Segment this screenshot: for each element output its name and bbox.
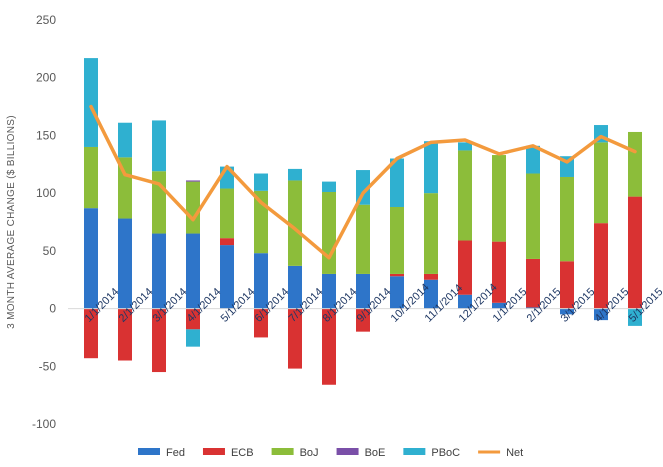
bar-ecb xyxy=(288,308,302,369)
bar-boj xyxy=(186,181,200,234)
bar-fed xyxy=(288,265,302,309)
bar-fed xyxy=(152,233,166,309)
bar-fed xyxy=(356,273,370,309)
bar-boj xyxy=(356,204,370,274)
bar-fed xyxy=(186,233,200,309)
legend-swatch-boj xyxy=(271,448,294,455)
legend: Fed ECB BoJ BoE PBoC Net xyxy=(138,447,523,459)
bar-fed xyxy=(220,245,234,309)
bar-boj xyxy=(458,150,472,241)
y-tick-label: 250 xyxy=(36,13,56,27)
bar-pboc xyxy=(254,173,268,191)
bar-ecb xyxy=(628,196,642,309)
bar-ecb xyxy=(560,261,574,309)
bar-pboc xyxy=(84,58,98,147)
bar-pboc xyxy=(118,122,132,158)
bar-fed xyxy=(594,308,608,321)
bar-fed xyxy=(118,218,132,309)
legend-label-ecb: ECB xyxy=(231,447,254,459)
legend-label-fed: Fed xyxy=(166,447,185,459)
bar-fed xyxy=(390,276,404,309)
legend-label-net: Net xyxy=(506,447,523,459)
bar-pboc xyxy=(322,181,336,192)
bar-boj xyxy=(322,191,336,274)
y-axis-label: 3 MONTH AVERAGE CHANGE ($ BILLIONS) xyxy=(6,115,17,329)
y-tick-label: -50 xyxy=(39,359,57,373)
y-tick-label: 100 xyxy=(36,186,56,200)
bar-ecb xyxy=(322,308,336,385)
bar-fed xyxy=(492,302,506,309)
legend-label-boe: BoE xyxy=(365,447,386,459)
bar-pboc xyxy=(458,142,472,151)
bar-pboc xyxy=(526,145,540,174)
bar-boj xyxy=(288,180,302,266)
bar-boj xyxy=(560,176,574,262)
bar-ecb xyxy=(492,241,506,303)
legend-swatch-fed xyxy=(138,448,160,455)
plot-area xyxy=(68,58,648,385)
y-tick-label: 50 xyxy=(43,244,57,258)
y-tick-label: 200 xyxy=(36,71,56,85)
bar-boj xyxy=(526,173,540,259)
bar-boj xyxy=(152,171,166,234)
bar-boj xyxy=(492,155,506,242)
bar-fed xyxy=(424,279,438,309)
legend-label-boj: BoJ xyxy=(300,447,319,459)
bar-boe xyxy=(186,180,200,182)
x-axis: 1/1/20142/1/20143/1/20144/1/20145/1/2014… xyxy=(83,282,663,325)
bar-pboc xyxy=(152,120,166,172)
y-axis: -100 -50 0 50 100 150 200 250 xyxy=(32,13,56,431)
bar-ecb xyxy=(152,308,166,373)
y-tick-label: 0 xyxy=(49,302,56,316)
bar-ecb xyxy=(186,308,200,330)
legend-label-pboc: PBoC xyxy=(431,447,460,459)
bar-pboc xyxy=(390,158,404,207)
bar-boj xyxy=(220,188,234,239)
bar-pboc xyxy=(424,141,438,194)
bar-pboc xyxy=(288,168,302,181)
y-tick-label: -100 xyxy=(32,417,56,431)
bar-boj xyxy=(84,146,98,209)
bar-ecb xyxy=(84,308,98,359)
bar-fed xyxy=(254,253,268,309)
legend-swatch-boe xyxy=(336,448,359,455)
bar-fed xyxy=(84,208,98,309)
bar-fed xyxy=(322,273,336,309)
bar-fed xyxy=(526,307,540,309)
bar-ecb xyxy=(118,308,132,361)
bar-ecb xyxy=(526,258,540,308)
bar-boj xyxy=(424,193,438,274)
bar-boj xyxy=(390,206,404,274)
net-line xyxy=(89,104,637,260)
bar-ecb xyxy=(356,308,370,332)
bar-pboc xyxy=(628,308,642,326)
bar-boj xyxy=(118,157,132,219)
bar-ecb xyxy=(458,240,472,295)
bar-pboc xyxy=(356,170,370,205)
bar-ecb xyxy=(594,223,608,309)
legend-swatch-pboc xyxy=(403,448,426,455)
bar-boj xyxy=(594,142,608,224)
bar-fed xyxy=(458,294,472,309)
bar-ecb xyxy=(220,238,234,246)
bar-ecb xyxy=(424,273,438,280)
y-tick-label: 150 xyxy=(36,128,56,142)
bar-ecb xyxy=(254,308,268,338)
bar-boj xyxy=(628,131,642,197)
legend-swatch-ecb xyxy=(202,448,225,455)
bar-fed xyxy=(560,308,574,315)
bar-ecb xyxy=(390,273,404,277)
bar-pboc xyxy=(186,329,200,347)
